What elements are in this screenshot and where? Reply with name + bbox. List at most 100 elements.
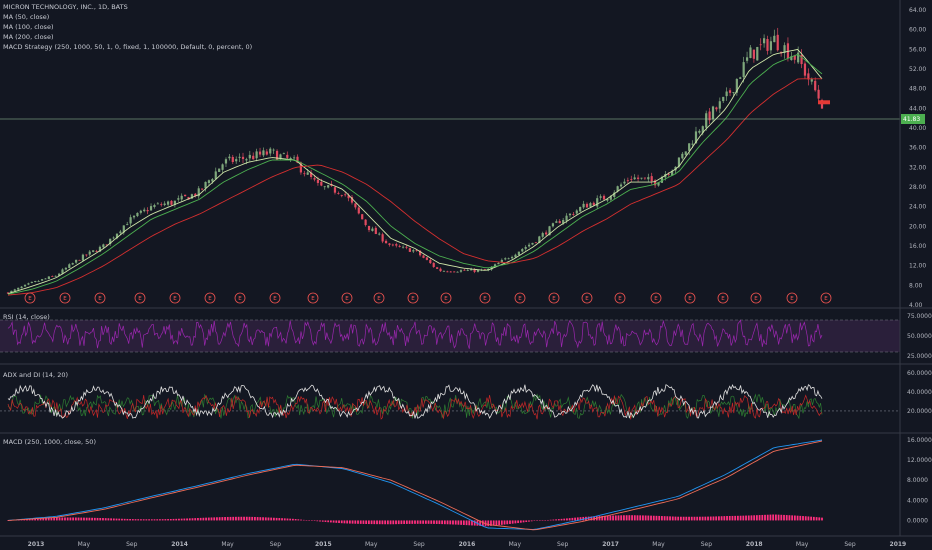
price-candle[interactable] bbox=[310, 172, 313, 177]
price-candle[interactable] bbox=[139, 210, 142, 213]
earnings-icon[interactable] bbox=[717, 292, 729, 304]
price-candle[interactable] bbox=[333, 187, 337, 193]
price-candle[interactable] bbox=[510, 256, 514, 259]
price-candle[interactable] bbox=[793, 55, 796, 60]
price-candle[interactable] bbox=[507, 258, 510, 260]
price-candle[interactable] bbox=[316, 179, 320, 183]
adx-pane[interactable]: 60.0000 40.0000 20.0000 bbox=[0, 370, 932, 420]
price-candle[interactable] bbox=[810, 79, 813, 82]
price-candle[interactable] bbox=[197, 188, 200, 197]
price-candle[interactable] bbox=[722, 96, 725, 102]
price-candle[interactable] bbox=[732, 92, 735, 93]
ma100-line[interactable] bbox=[7, 53, 823, 295]
price-candle[interactable] bbox=[238, 156, 241, 158]
price-candle[interactable] bbox=[568, 213, 572, 216]
price-candle[interactable] bbox=[170, 200, 173, 205]
price-candle[interactable] bbox=[636, 177, 640, 179]
price-candle[interactable] bbox=[149, 206, 153, 211]
price-candle[interactable] bbox=[337, 193, 340, 194]
price-candle[interactable] bbox=[541, 233, 544, 237]
price-candle[interactable] bbox=[201, 188, 204, 190]
earnings-icon[interactable] bbox=[650, 292, 662, 304]
rsi-line[interactable] bbox=[7, 319, 823, 349]
price-candle[interactable] bbox=[112, 237, 115, 239]
price-candle[interactable] bbox=[442, 270, 446, 272]
earnings-icon[interactable] bbox=[341, 292, 353, 304]
price-candle[interactable] bbox=[367, 225, 371, 231]
price-candle[interactable] bbox=[463, 269, 466, 271]
price-candle[interactable] bbox=[248, 154, 251, 159]
price-candle[interactable] bbox=[684, 151, 687, 155]
price-candle[interactable] bbox=[180, 195, 183, 200]
price-candle[interactable] bbox=[371, 228, 374, 231]
price-candle[interactable] bbox=[27, 283, 30, 285]
price-candle[interactable] bbox=[783, 45, 786, 53]
price-candle[interactable] bbox=[78, 259, 81, 261]
price-candle[interactable] bbox=[582, 203, 585, 208]
price-candle[interactable] bbox=[619, 184, 623, 187]
price-candle[interactable] bbox=[654, 180, 657, 186]
price-candle[interactable] bbox=[292, 157, 296, 159]
price-candle[interactable] bbox=[616, 186, 619, 192]
price-candle[interactable] bbox=[160, 204, 163, 206]
price-candle[interactable] bbox=[667, 174, 670, 176]
price-candle[interactable] bbox=[384, 240, 388, 244]
price-candle[interactable] bbox=[718, 101, 721, 109]
ma50-legend[interactable]: MA (50, close) bbox=[3, 13, 50, 21]
price-candle[interactable] bbox=[252, 155, 255, 160]
price-candle[interactable] bbox=[265, 151, 268, 155]
rsi-legend[interactable]: RSI (14, close) bbox=[3, 313, 50, 321]
price-candle[interactable] bbox=[344, 194, 347, 196]
price-candle[interactable] bbox=[800, 54, 803, 65]
price-candle[interactable] bbox=[378, 233, 381, 235]
strategy-legend[interactable]: MACD Strategy (250, 1000, 50, 1, 0, fixe… bbox=[3, 43, 253, 51]
price-candle[interactable] bbox=[429, 259, 432, 264]
price-candle[interactable] bbox=[40, 279, 44, 281]
price-candle[interactable] bbox=[419, 250, 422, 256]
di-minus-line[interactable] bbox=[7, 394, 823, 420]
price-candle[interactable] bbox=[589, 203, 592, 207]
price-candle[interactable] bbox=[184, 194, 187, 197]
earnings-icon[interactable] bbox=[234, 292, 246, 304]
price-candle[interactable] bbox=[57, 273, 61, 276]
di-plus-line[interactable] bbox=[7, 393, 823, 420]
macd-legend[interactable]: MACD (250, 1000, close, 50) bbox=[3, 438, 96, 446]
ma100-legend[interactable]: MA (100, close) bbox=[3, 23, 54, 31]
price-candle[interactable] bbox=[54, 275, 57, 277]
earnings-icon[interactable] bbox=[614, 292, 626, 304]
price-candle[interactable] bbox=[269, 148, 272, 154]
price-candle[interactable] bbox=[272, 149, 275, 151]
price-candle[interactable] bbox=[681, 153, 684, 159]
price-candle[interactable] bbox=[153, 205, 156, 207]
price-candle[interactable] bbox=[275, 150, 279, 161]
price-candle[interactable] bbox=[408, 248, 411, 252]
earnings-icon[interactable] bbox=[548, 292, 560, 304]
ma200-line[interactable] bbox=[7, 78, 822, 296]
price-candle[interactable] bbox=[562, 219, 565, 224]
macd-pane[interactable]: 16.0000 12.0000 8.0000 4.0000 0.0000 bbox=[7, 437, 932, 531]
price-candle[interactable] bbox=[742, 62, 745, 78]
price-candle[interactable] bbox=[613, 192, 616, 197]
macd-line[interactable] bbox=[7, 439, 823, 530]
price-candle[interactable] bbox=[436, 267, 439, 269]
price-candle[interactable] bbox=[282, 153, 285, 155]
price-candle[interactable] bbox=[228, 156, 231, 159]
price-candle[interactable] bbox=[405, 246, 408, 248]
price-candle[interactable] bbox=[327, 185, 330, 188]
price-candle[interactable] bbox=[75, 259, 78, 263]
price-candle[interactable] bbox=[81, 254, 85, 261]
price-candle[interactable] bbox=[470, 269, 473, 271]
price-candle[interactable] bbox=[752, 49, 755, 59]
price-candle[interactable] bbox=[688, 143, 691, 151]
price-candle[interactable] bbox=[245, 159, 248, 161]
price-candle[interactable] bbox=[286, 154, 289, 158]
price-candle[interactable] bbox=[102, 244, 105, 248]
price-candle[interactable] bbox=[98, 246, 102, 252]
price-candle[interactable] bbox=[579, 207, 582, 212]
price-candle[interactable] bbox=[449, 271, 452, 273]
price-candle[interactable] bbox=[214, 171, 217, 180]
earnings-icon[interactable] bbox=[269, 292, 281, 304]
price-candle[interactable] bbox=[558, 221, 561, 224]
price-candle[interactable] bbox=[790, 56, 793, 61]
price-candle[interactable] bbox=[68, 264, 71, 268]
